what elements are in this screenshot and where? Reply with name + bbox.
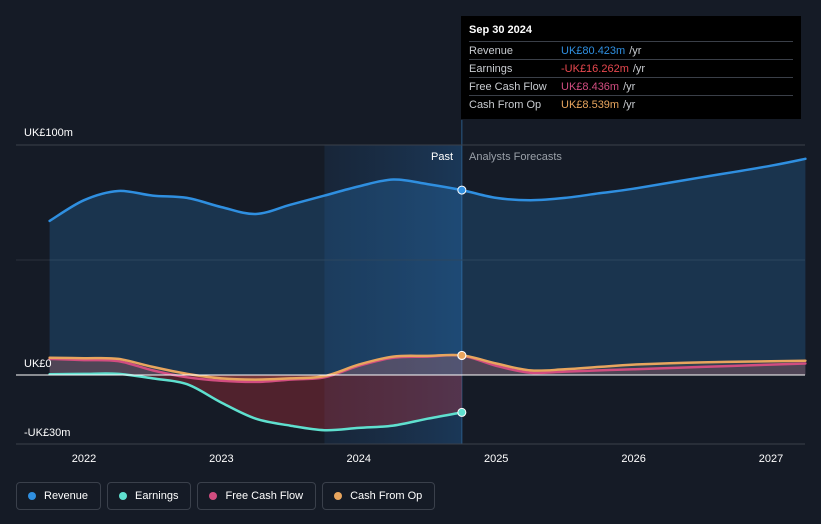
tooltip-unit: /yr [632,62,646,75]
legend-dot-icon [209,492,218,500]
x-tick-label: 2026 [621,453,645,465]
x-axis-ticks: 2022 2023 2024 2025 2026 2027 [72,453,783,465]
area-layer [49,158,806,431]
tooltip-unit: /yr [629,44,642,57]
tooltip-value: -UK£16.262m [561,62,629,75]
legend-item-earnings[interactable]: Earnings [107,482,192,510]
line-layer [16,157,807,432]
series-marker-revenue [457,185,467,195]
series-area-revenue [49,158,806,375]
chart-background-layer [324,120,463,444]
series-marker-cash-from-op [457,350,467,360]
x-tick-label: 2023 [209,453,233,465]
tooltip-label: Free Cash Flow [469,80,547,93]
data-tooltip: Sep 30 2024 Revenue UK£80.423m /yr Earni… [461,16,801,119]
legend-label: Free Cash Flow [225,490,304,502]
series-line-cash-from-op [48,353,807,381]
legend-label: Revenue [44,490,89,502]
tooltip-row-cash-from-op: Cash From Op UK£8.539m /yr [469,95,793,113]
y-label-bottom: -UK£30m [24,427,70,439]
tooltip-label: Earnings [469,62,513,75]
legend-label: Cash From Op [350,490,423,502]
x-tick-label: 2022 [72,453,96,465]
legend-label: Earnings [135,490,179,502]
tooltip-date: Sep 30 2024 [469,24,532,36]
series-area-earnings [49,373,462,431]
marker-layer [457,185,467,417]
legend-dot-icon [119,492,128,500]
x-tick-label: 2024 [347,453,371,465]
x-tick-label: 2025 [484,453,508,465]
legend-item-cash-from-op[interactable]: Cash From Op [322,482,436,510]
tooltip-label: Cash From Op [469,98,542,111]
tooltip-row-free-cash-flow: Free Cash Flow UK£8.436m /yr [469,77,793,95]
legend-item-revenue[interactable]: Revenue [16,482,102,510]
legend-dot-icon [28,492,36,500]
series-area-cash-from-op [49,354,806,380]
tooltip-unit: /yr [623,98,636,111]
legend-item-free-cash-flow[interactable]: Free Cash Flow [197,482,317,510]
series-marker-earnings [457,407,467,417]
past-label: Past [431,151,453,163]
legend-dot-icon [334,492,343,500]
grid-layer [16,144,805,445]
tooltip-value: UK£8.436m [561,80,620,93]
y-label-top: UK£100m [24,127,73,139]
series-line-revenue [48,157,807,223]
past-highlight-band [324,145,462,444]
tooltip-label: Revenue [469,44,514,57]
y-label-zero: UK£0 [24,358,52,370]
tooltip-unit: /yr [623,80,636,93]
tooltip-row-revenue: Revenue UK£80.423m /yr [469,41,793,59]
series-line-earnings [48,372,464,432]
tooltip-row-earnings: Earnings -UK£16.262m /yr [469,59,793,77]
forecast-label: Analysts Forecasts [469,151,562,163]
tooltip-value: UK£8.539m [561,98,620,111]
tooltip-value: UK£80.423m [561,44,626,57]
chart-legend: Revenue Earnings Free Cash Flow Cash Fro… [16,482,436,510]
x-tick-label: 2027 [759,453,783,465]
